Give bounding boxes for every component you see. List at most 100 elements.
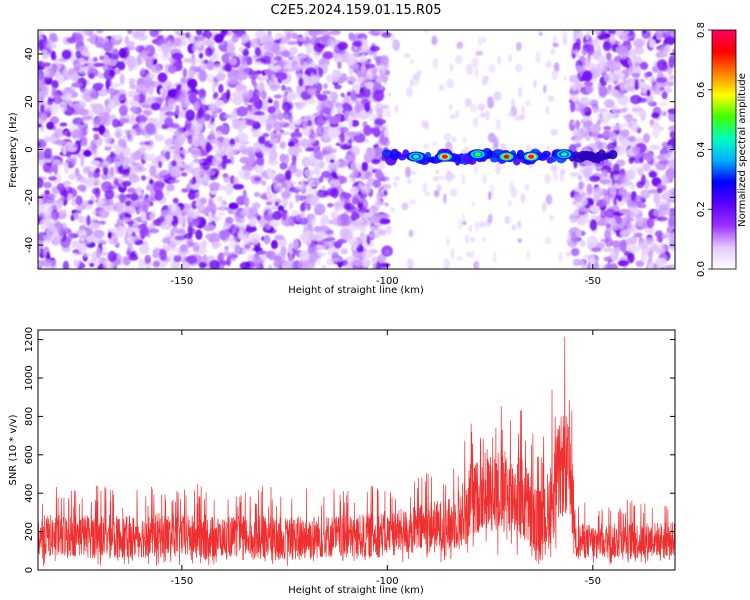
heatmap-noise-blob [44, 237, 52, 244]
heatmap-noise-blob [203, 224, 216, 232]
heatmap-quiet-blob [450, 248, 455, 260]
heatmap-noise-blob [281, 119, 286, 125]
heatmap-quiet-blob [511, 224, 517, 231]
heatmap-noise-blob [136, 55, 142, 66]
heatmap-noise-blob [344, 263, 353, 269]
snr-y-ticks: 0 200 400 600 800 1000 1200 [24, 327, 675, 573]
heatmap-noise-blob [175, 158, 183, 167]
heatmap-noise-blob [576, 38, 581, 47]
heatmap-quiet-blob [544, 173, 551, 184]
heatmap-noise-blob [344, 110, 349, 122]
heatmap-noise-blob [127, 117, 138, 125]
heatmap-noise-blob [282, 91, 288, 104]
heatmap-noise-blob [148, 178, 154, 185]
heatmap-noise-blob [123, 255, 131, 266]
heatmap-noise-blob [238, 233, 247, 240]
heatmap-noise-blob [45, 42, 57, 50]
heatmap-noise-blob [327, 127, 334, 133]
colorbar-scale [711, 29, 737, 270]
heatmap-noise-blob [628, 246, 640, 254]
heatmap-noise-blob [244, 169, 249, 177]
heatmap-quiet-blob [436, 184, 442, 192]
snr-x-tick-label: -100 [376, 576, 399, 587]
heatmap-quiet-blob [394, 104, 399, 114]
heatmap-noise-blob [211, 240, 219, 250]
heatmap-noise-blob [167, 203, 180, 215]
heatmap-noise-blob [314, 240, 326, 245]
heatmap-noise-blob [321, 170, 333, 179]
heatmap-noise-blob [103, 132, 112, 145]
heatmap-quiet-blob [432, 57, 439, 69]
heatmap-quiet-blob [446, 237, 450, 247]
heatmap-noise-blob [285, 169, 292, 181]
heatmap-noise-blob [170, 166, 181, 177]
heatmap-noise-blob [81, 136, 88, 147]
heatmap-noise-blob [191, 200, 196, 211]
heatmap-noise-blob [164, 63, 170, 74]
heatmap-noise-blob [356, 238, 362, 245]
heatmap-noise-blob [236, 106, 249, 117]
heatmap-noise-blob [191, 167, 204, 178]
heatmap-noise-blob [70, 214, 75, 222]
heatmap-noise-blob [606, 113, 615, 119]
heatmap-noise-blob [229, 224, 240, 237]
heatmap-noise-blob [668, 110, 675, 123]
heatmap-quiet-blob [435, 169, 440, 174]
heatmap-noise-blob [248, 89, 253, 98]
heatmap-noise-blob [91, 187, 100, 195]
heatmap-noise-blob [64, 164, 69, 175]
heatmap-noise-blob [363, 63, 376, 69]
heatmap-noise-blob [177, 132, 186, 144]
heatmap-noise-blob [187, 190, 196, 200]
heatmap-noise-blob [234, 244, 241, 254]
heatmap-noise-blob [217, 252, 224, 263]
heatmap-quiet-blob [472, 117, 479, 128]
heatmap-noise-blob [136, 200, 149, 213]
spectrogram-panel: -150 -100 -50 -40 -20 0 20 40 Height of straig… [8, 29, 676, 296]
heatmap-noise-blob [273, 94, 283, 99]
heatmap-noise-blob [357, 183, 363, 189]
heatmap-noise-blob [263, 234, 271, 245]
heatmap-noise-blob [244, 197, 250, 207]
heatmap-noise-blob [660, 210, 671, 215]
heatmap-noise-blob [93, 172, 101, 178]
heatmap-noise-blob [304, 159, 309, 167]
heatmap-noise-blob [206, 30, 212, 40]
heatmap-signal-blob [541, 150, 551, 158]
heatmap-noise-blob [231, 91, 243, 99]
heatmap-noise-blob [329, 159, 335, 164]
heatmap-quiet-blob [406, 258, 414, 269]
heatmap-noise-blob [170, 228, 175, 238]
heatmap-noise-blob [318, 192, 324, 199]
heatmap-noise-blob [625, 113, 634, 124]
heatmap-noise-blob [570, 247, 580, 257]
heatmap-noise-blob [255, 30, 267, 40]
heatmap-noise-blob [209, 44, 215, 49]
heatmap-noise-blob [167, 64, 177, 74]
heatmap-noise-blob [241, 55, 252, 66]
heatmap-noise-blob [655, 247, 666, 254]
heatmap-noise-blob [574, 30, 584, 41]
heatmap-noise-blob [213, 63, 222, 72]
heatmap-noise-blob [203, 173, 211, 184]
heatmap-quiet-blob [446, 78, 455, 89]
heatmap-noise-blob [611, 123, 624, 131]
heatmap-noise-blob [639, 61, 649, 70]
heatmap-noise-blob [157, 72, 168, 83]
heatmap-noise-blob [272, 42, 280, 51]
heatmap-noise-blob [46, 251, 51, 260]
heatmap-noise-blob [93, 56, 98, 62]
heatmap-noise-blob [572, 200, 578, 206]
heatmap-noise-blob [216, 216, 223, 221]
heatmap-noise-blob [38, 72, 44, 82]
heatmap-noise-blob [309, 73, 316, 83]
heatmap-signal-blob [424, 151, 432, 159]
heatmap-noise-blob [198, 198, 207, 204]
heatmap-quiet-blob [566, 251, 571, 257]
heatmap-quiet-blob [495, 162, 501, 175]
heatmap-quiet-blob [410, 78, 414, 88]
heatmap-quiet-blob [507, 112, 514, 117]
heatmap-noise-blob [578, 241, 584, 247]
heatmap-noise-blob [288, 164, 297, 174]
heatmap-noise-blob [222, 64, 233, 72]
